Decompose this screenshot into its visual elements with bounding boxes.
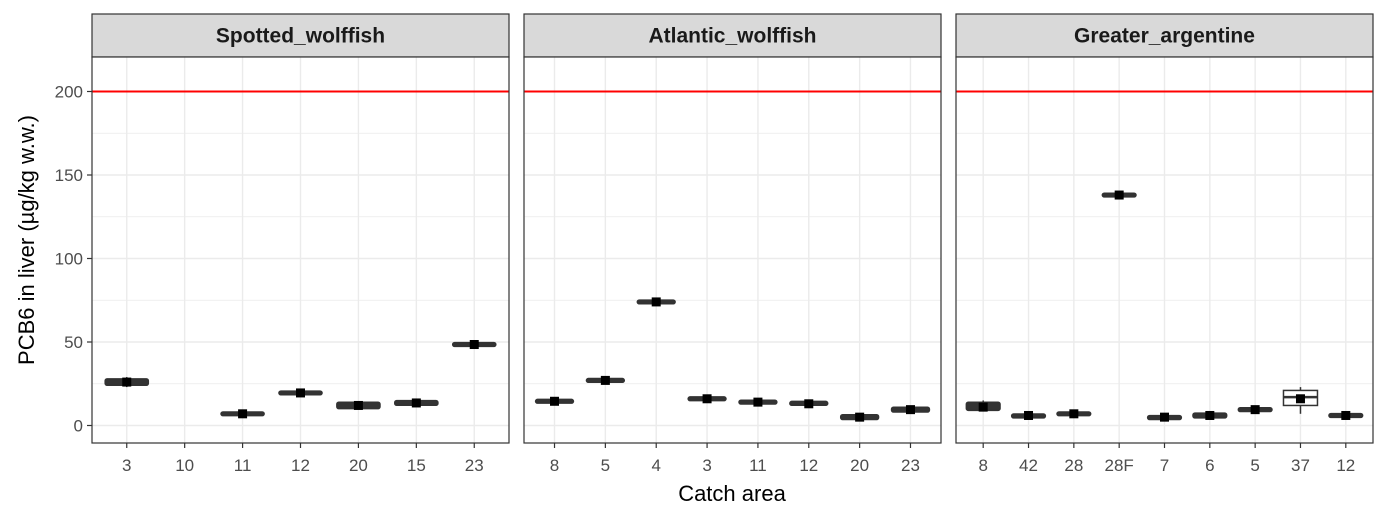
x-tick-label: 5: [601, 456, 610, 475]
mean-point: [905, 405, 915, 415]
x-tick-label: 4: [651, 456, 660, 475]
mean-point: [411, 398, 421, 408]
box-20: [336, 400, 381, 410]
x-tick-label: 23: [465, 456, 484, 475]
x-tick-label: 12: [1336, 456, 1355, 475]
x-tick-label: 5: [1250, 456, 1259, 475]
x-tick-label: 3: [122, 456, 131, 475]
mean-point: [469, 340, 479, 350]
x-tick-label: 8: [550, 456, 559, 475]
x-tick-label: 12: [291, 456, 310, 475]
x-tick-label: 28: [1064, 456, 1083, 475]
facet-panels: Spotted_wolffish 3 10 11 12 20 15 23 0 50 100 150 20…: [55, 13, 1374, 475]
box-28: [1056, 409, 1092, 419]
x-tick-label: 10: [175, 456, 194, 475]
mean-point: [296, 388, 305, 398]
y-tick-label: 0: [74, 417, 83, 436]
x-tick-label: 11: [234, 456, 252, 475]
panel-border: [523, 56, 942, 444]
mean-point: [1295, 394, 1305, 404]
plot-background: [524, 57, 941, 443]
x-tick-label: 20: [850, 456, 869, 475]
box-5: [1237, 405, 1273, 415]
x-tick-label: 42: [1019, 456, 1038, 475]
mean-point: [855, 412, 865, 422]
box-12: [789, 399, 829, 409]
gridlines: [92, 57, 509, 443]
x-tick-label: 28F: [1105, 456, 1134, 475]
box-8: [534, 396, 575, 406]
mean-point: [1069, 409, 1079, 419]
box-11: [738, 397, 778, 407]
box-42: [1010, 410, 1047, 420]
box-8: [965, 400, 1001, 412]
x-tick-label: 15: [407, 456, 426, 475]
mean-point: [1205, 410, 1215, 420]
x-tick-label: 7: [1160, 456, 1169, 475]
mean-point: [1250, 405, 1260, 415]
mean-point: [1341, 410, 1351, 420]
mean-point: [600, 375, 610, 385]
mean-point: [1114, 190, 1124, 200]
facet-strip: [523, 13, 942, 58]
box-23: [890, 405, 931, 415]
y-axis-title: PCB6 in liver (µg/kg w.w.): [14, 115, 39, 365]
box-37: [1282, 387, 1319, 414]
mean-point: [1024, 410, 1034, 420]
box-3: [104, 377, 150, 388]
x-tick-label: 6: [1205, 456, 1214, 475]
mean-point: [550, 396, 560, 406]
mean-point: [651, 297, 661, 307]
box-7: [1146, 412, 1183, 422]
mean-point: [353, 400, 363, 410]
gridlines: [524, 57, 941, 443]
y-tick-label: 200: [55, 83, 83, 102]
mean-point: [753, 397, 763, 407]
x-tick-label: 20: [349, 456, 368, 475]
x-tick-label: 11: [749, 456, 767, 475]
box-11: [220, 409, 265, 419]
mean-point: [1160, 412, 1169, 422]
box-12: [278, 388, 323, 398]
mean-point: [978, 402, 988, 412]
facet-strip: [91, 13, 510, 58]
panel-atlantic-wolffish: Atlantic_wolffish 8 5 4 3 11 12 20 23: [523, 13, 942, 475]
y-tick-label: 100: [55, 250, 83, 269]
y-tick-label: 150: [55, 166, 83, 185]
box-12: [1328, 410, 1364, 420]
x-tick-label: 12: [799, 456, 818, 475]
x-tick-label: 37: [1291, 456, 1310, 475]
box-23: [451, 340, 497, 350]
box-20: [839, 412, 880, 422]
facet-title: Greater_argentine: [1074, 25, 1255, 48]
box-15: [394, 398, 439, 408]
box-3: [687, 394, 727, 404]
x-tick-label: 8: [978, 456, 987, 475]
facet-strip: [955, 13, 1374, 58]
mean-point: [122, 377, 132, 387]
mean-point: [702, 394, 712, 404]
gridlines: [956, 57, 1373, 443]
box-28F: [1101, 190, 1137, 200]
x-tick-label: 23: [901, 456, 920, 475]
box-5: [585, 375, 626, 385]
panel-spotted-wolffish: Spotted_wolffish 3 10 11 12 20 15 23 0 50 100 150 20…: [55, 13, 510, 475]
facet-title: Spotted_wolffish: [216, 25, 385, 48]
mean-point: [804, 399, 814, 409]
x-axis-title: Catch area: [678, 481, 786, 506]
mean-point: [238, 409, 248, 419]
x-tick-label: 3: [702, 456, 711, 475]
y-tick-label: 50: [64, 333, 83, 352]
panel-greater-argentine: Greater_argentine 8 42 28 28F 7 6 5 37 12: [955, 13, 1374, 475]
facet-title: Atlantic_wolffish: [648, 25, 816, 48]
box-4: [636, 297, 676, 307]
box-6: [1192, 410, 1228, 420]
